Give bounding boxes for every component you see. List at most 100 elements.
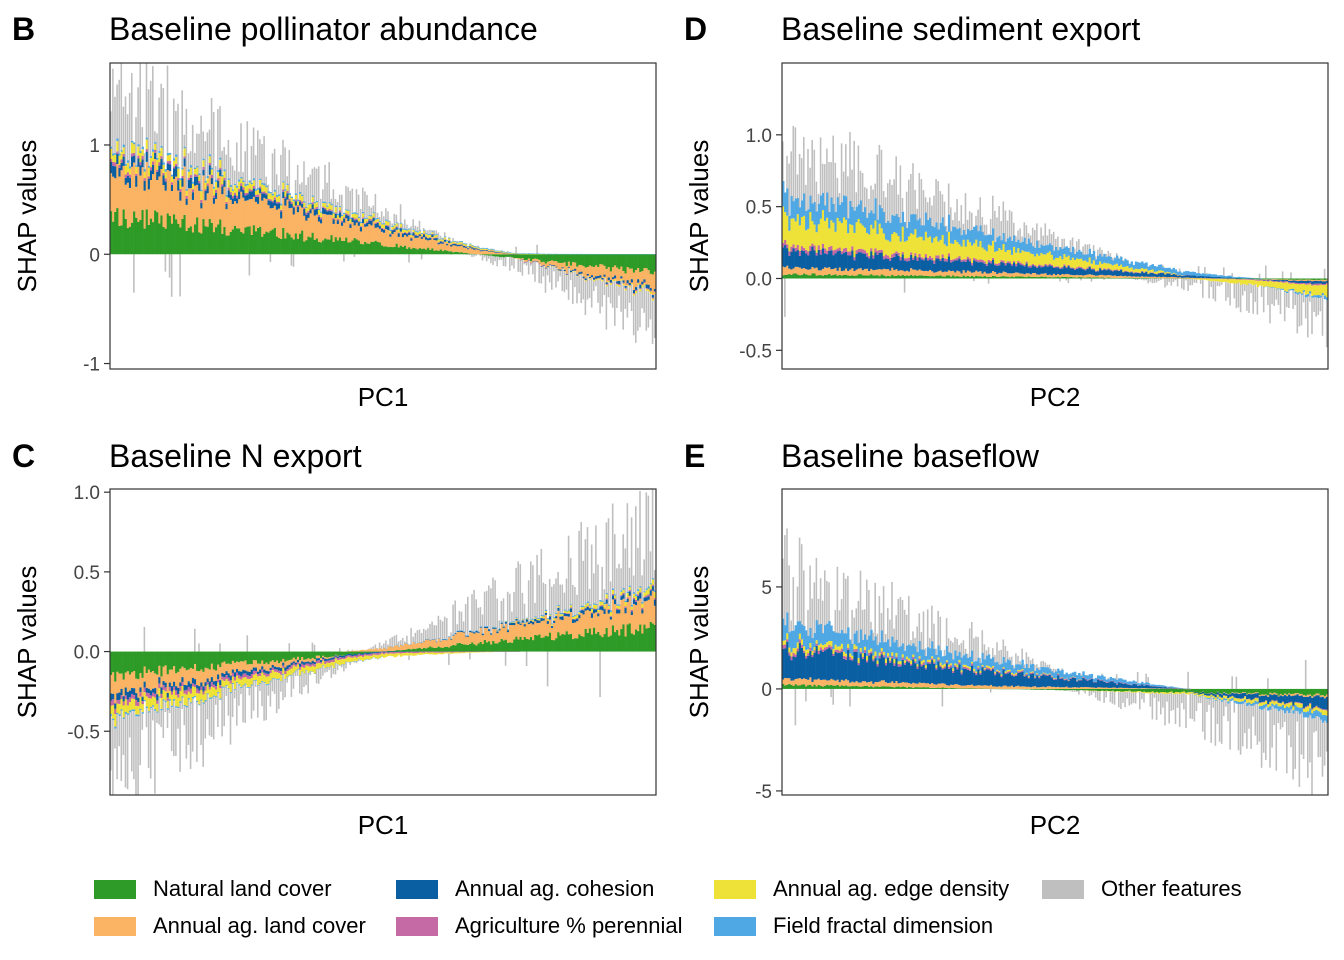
shap-segment-natural [309,237,312,255]
shap-segment-cohesion [971,265,974,273]
shap-segment-perennial [166,697,170,701]
shap-bar [120,651,123,781]
shap-segment-other [416,226,419,232]
shap-segment-natural [173,214,176,255]
shap-segment-other [1113,256,1116,259]
shap-segment-cohesion [284,667,287,671]
shap-segment-other [824,164,826,206]
shap-segment-other [1069,240,1072,253]
shap-segment-annual-land [290,659,293,663]
shap-bar [1157,264,1161,282]
shap-segment-edge [286,671,289,677]
shap-segment-natural [1265,278,1268,280]
shap-segment-other [884,197,887,223]
shap-segment-perennial [973,257,976,261]
shap-segment-perennial [899,256,902,261]
shap-segment-natural [960,276,963,279]
shap-segment-natural [1101,277,1104,279]
shap-segment-edge [158,688,161,697]
shap-segment-perennial [643,281,646,284]
shap-segment-natural [311,651,314,658]
shap-bar [561,253,564,291]
shap-segment-edge [1101,263,1104,270]
shap-segment-other [469,254,471,256]
shap-bar [880,149,884,279]
shap-segment-natural [458,252,461,255]
shap-segment-natural [1317,278,1320,281]
shap-segment-perennial [992,257,995,260]
shap-segment-fractal [349,217,352,219]
shap-segment-natural [1111,277,1115,279]
shap-bar [1004,210,1007,279]
shap-segment-other [454,240,456,242]
shap-segment-perennial [941,254,944,258]
shap-segment-annual-land [1309,279,1312,281]
shap-segment-perennial [1111,270,1115,272]
shap-segment-fractal [175,154,178,157]
shap-segment-cohesion [1265,279,1268,281]
shap-segment-natural [876,275,879,279]
shap-segment-cohesion [290,662,293,666]
shap-segment-fractal [126,713,130,715]
shap-segment-natural [1290,278,1293,280]
shap-bar [294,651,298,677]
shap-segment-natural [824,274,827,279]
shap-segment-fractal [523,253,527,254]
shap-segment-other [183,706,186,726]
shap-segment-other [882,191,885,212]
shap-segment-other [1258,273,1261,279]
shap-segment-natural [611,254,615,268]
shap-bar [309,174,312,255]
shap-segment-fractal [248,180,251,183]
shap-segment-fractal [1214,274,1217,278]
shap-segment-annual-land [124,184,128,219]
shap-bar [790,151,793,279]
shap-segment-edge [271,670,275,679]
shap-bar [269,192,272,263]
shap-bar [387,211,390,255]
shap-bar [164,169,167,272]
shap-segment-fractal [233,689,237,690]
shap-segment-fractal [1168,267,1171,273]
shap-segment-natural [126,228,130,255]
shap-segment-perennial [838,247,842,251]
shap-segment-natural [168,651,172,670]
shap-segment-natural [131,222,134,255]
shap-segment-other [196,133,198,167]
shap-segment-edge [1103,262,1106,269]
shap-bar [582,254,585,300]
shap-segment-natural [977,276,980,279]
shap-segment-perennial [158,162,161,166]
shap-segment-cohesion [1031,265,1035,274]
shap-segment-other [202,703,204,767]
shap-segment-cohesion [141,696,144,702]
shap-bar [1147,266,1150,284]
shap-bar [513,252,516,269]
shap-segment-natural [156,651,159,675]
shap-segment-other [252,127,255,179]
shap-segment-cohesion [637,279,640,283]
shap-bar [1246,277,1249,311]
shap-segment-natural [584,254,587,268]
shap-segment-other [118,79,120,154]
shap-segment-other [152,66,154,150]
shap-segment-natural [254,231,258,255]
shap-segment-edge [1113,264,1117,270]
shap-segment-other [347,187,349,210]
shap-segment-edge [154,143,157,150]
shap-bar [1115,253,1119,279]
shap-segment-cohesion [985,265,989,274]
shap-segment-edge [647,289,650,292]
shap-segment-other [265,176,267,186]
shap-segment-natural [448,251,451,255]
shap-bar [187,651,191,745]
shap-segment-cohesion [294,662,298,665]
shap-segment-perennial [796,244,800,251]
shap-segment-cohesion [206,678,209,683]
shap-segment-natural [250,234,254,255]
shap-segment-other [1061,238,1063,249]
shap-segment-annual-land [118,176,121,226]
shap-segment-fractal [882,211,886,234]
shap-segment-perennial [149,695,153,699]
shap-segment-natural [305,651,308,660]
